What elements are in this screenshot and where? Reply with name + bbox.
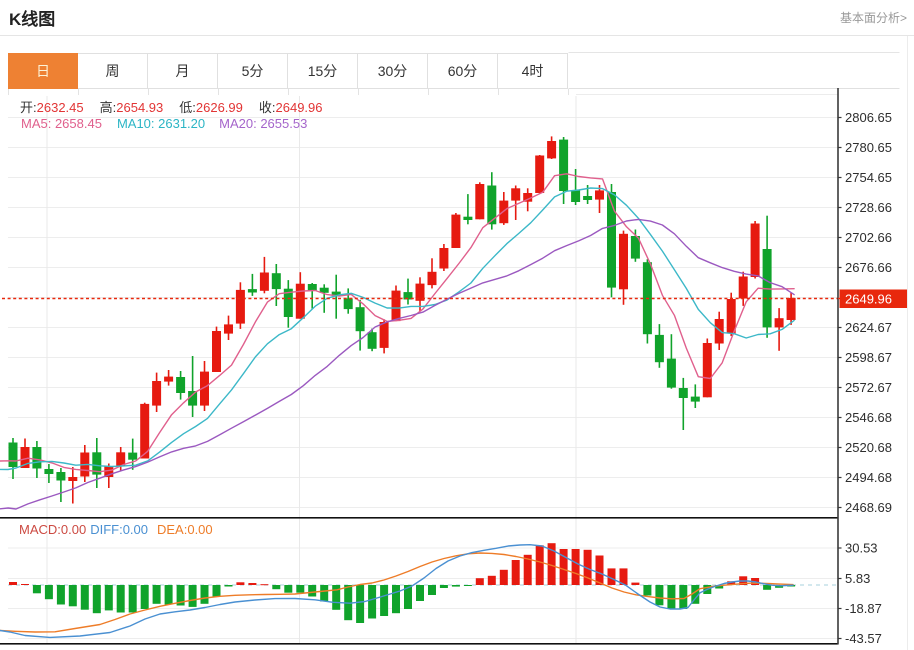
svg-text:-43.57: -43.57 (845, 631, 882, 646)
svg-text:2598.67: 2598.67 (845, 350, 892, 365)
svg-text:2754.65: 2754.65 (845, 170, 892, 185)
svg-text:5.83: 5.83 (845, 571, 870, 586)
svg-text:-18.87: -18.87 (845, 601, 882, 616)
svg-text:30.53: 30.53 (845, 541, 878, 556)
svg-text:2520.68: 2520.68 (845, 440, 892, 455)
svg-text:2572.67: 2572.67 (845, 380, 892, 395)
svg-text:2806.65: 2806.65 (845, 110, 892, 125)
svg-text:2624.67: 2624.67 (845, 320, 892, 335)
svg-text:2728.66: 2728.66 (845, 200, 892, 215)
svg-text:2546.68: 2546.68 (845, 410, 892, 425)
svg-text:2468.69: 2468.69 (845, 500, 892, 515)
svg-text:2676.66: 2676.66 (845, 260, 892, 275)
svg-text:2702.66: 2702.66 (845, 230, 892, 245)
svg-text:2649.96: 2649.96 (845, 292, 892, 307)
svg-text:2780.65: 2780.65 (845, 140, 892, 155)
svg-text:2494.68: 2494.68 (845, 470, 892, 485)
